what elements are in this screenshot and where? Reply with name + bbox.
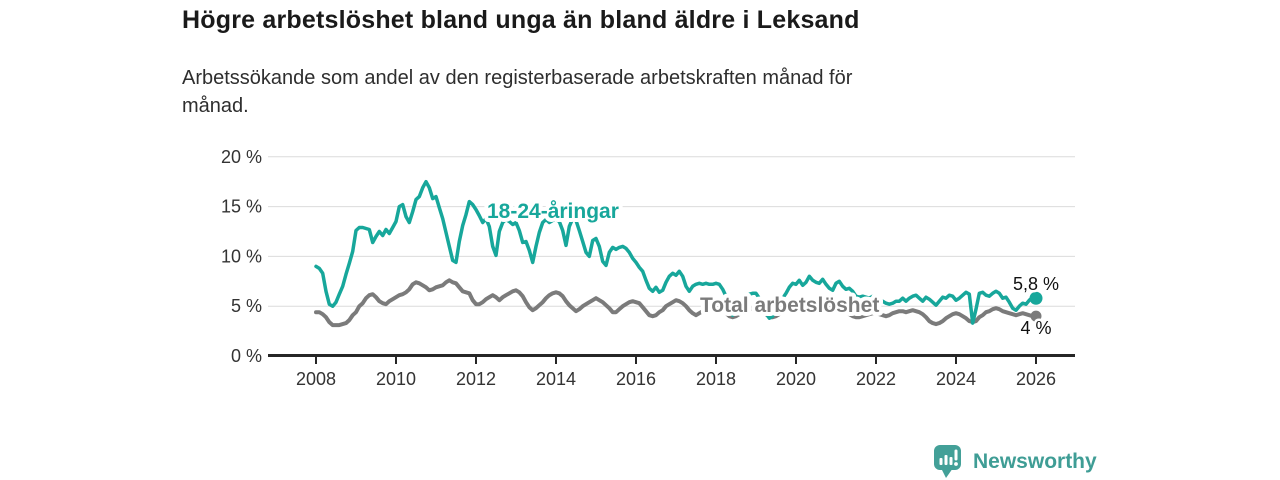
y-tick-label: 15 %	[221, 197, 262, 217]
x-tick-label: 2022	[856, 369, 896, 389]
series-end-value-1: 5,8 %	[1013, 274, 1059, 294]
x-tick-label: 2010	[376, 369, 416, 389]
x-tick-label: 2016	[616, 369, 656, 389]
x-tick-label: 2026	[1016, 369, 1056, 389]
series-label-1: 18-24-åringar	[487, 200, 619, 223]
series-line-1	[314, 179, 1038, 325]
x-tick-label: 2012	[456, 369, 496, 389]
series-end-dot-0	[1030, 310, 1042, 322]
series-end-value-0: 4 %	[1020, 318, 1051, 338]
chart-subtitle: Arbetssökande som andel av den registerb…	[182, 67, 853, 117]
x-tick-label: 2020	[776, 369, 816, 389]
y-tick-label: 20 %	[221, 147, 262, 167]
newsworthy-logo[interactable]: Newsworthy	[933, 444, 1097, 479]
x-tick-label: 2008	[296, 369, 336, 389]
x-tick-label: 2014	[536, 369, 576, 389]
series-end-dot-1	[1029, 291, 1043, 305]
series-line-0	[314, 278, 1038, 328]
y-tick-label: 10 %	[221, 246, 262, 266]
page-title: Högre arbetslöshet bland unga än bland ä…	[182, 6, 860, 34]
x-tick-label: 2024	[936, 369, 976, 389]
series-label-0: Total arbetslöshet	[700, 294, 879, 317]
y-tick-label: 5 %	[231, 296, 262, 316]
x-tick-label: 2018	[696, 369, 736, 389]
y-tick-label: 0 %	[231, 346, 262, 366]
newsworthy-wordmark: Newsworthy	[973, 449, 1097, 473]
newsworthy-bubble-icon	[934, 445, 961, 478]
